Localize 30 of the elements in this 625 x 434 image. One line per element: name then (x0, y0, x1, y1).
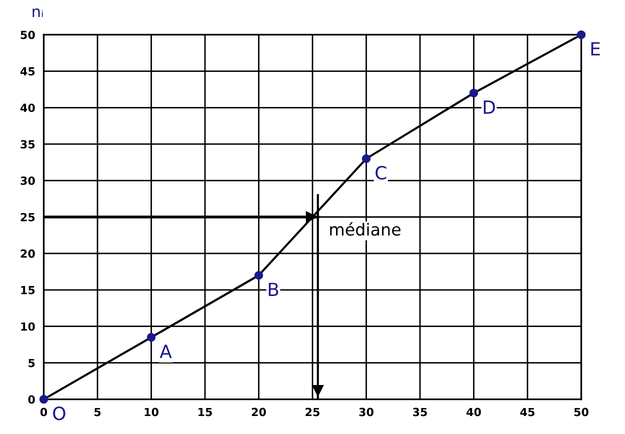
ref-line-label: médiane (330, 222, 400, 236)
annotation: C (376, 166, 386, 180)
annotation: O (53, 406, 66, 420)
y-axis-title: nᵢ (32, 8, 43, 18)
y-tick-label: 35 (20, 140, 35, 148)
annotation: A (160, 344, 172, 358)
y-tick-label: 50 (20, 30, 35, 40)
x-tick-label: 30 (359, 408, 374, 416)
y-tick-label: 5 (28, 358, 35, 368)
annotation: B (268, 282, 278, 296)
y-tick-label: 40 (20, 104, 35, 112)
annotation: E (591, 42, 600, 56)
y-tick-label: 20 (20, 249, 35, 258)
x-tick-label: 0 (40, 408, 48, 416)
x-tick-label: 45 (520, 408, 534, 416)
y-tick-label: 15 (21, 286, 35, 294)
x-tick-label: 25 (306, 408, 320, 416)
x-tick-label: 40 (466, 408, 481, 416)
x-tick-label: 20 (252, 408, 266, 416)
y-tick-label: 45 (20, 67, 35, 76)
x-tick-label: 5 (94, 408, 101, 416)
annotation: D (484, 100, 495, 114)
y-tick-label: 0 (28, 395, 35, 404)
x-tick-label: 10 (144, 408, 158, 416)
x-tick-label: 35 (413, 408, 427, 416)
y-tick-label: 25 (20, 212, 35, 222)
y-tick-label: 30 (20, 176, 35, 185)
y-tick-label: 10 (21, 322, 35, 331)
x-tick-label: 50 (574, 408, 588, 416)
x-tick-label: 15 (198, 408, 212, 416)
